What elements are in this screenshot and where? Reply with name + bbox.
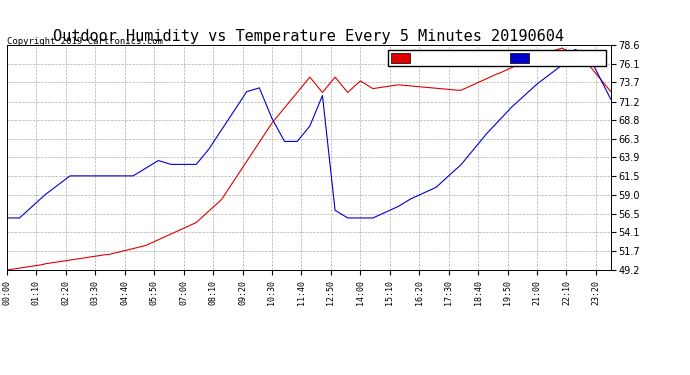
Legend: Temperature (°F), Humidity (%): Temperature (°F), Humidity (%) — [388, 50, 606, 66]
Text: Copyright 2019 Cartronics.com: Copyright 2019 Cartronics.com — [7, 38, 163, 46]
Title: Outdoor Humidity vs Temperature Every 5 Minutes 20190604: Outdoor Humidity vs Temperature Every 5 … — [53, 29, 564, 44]
